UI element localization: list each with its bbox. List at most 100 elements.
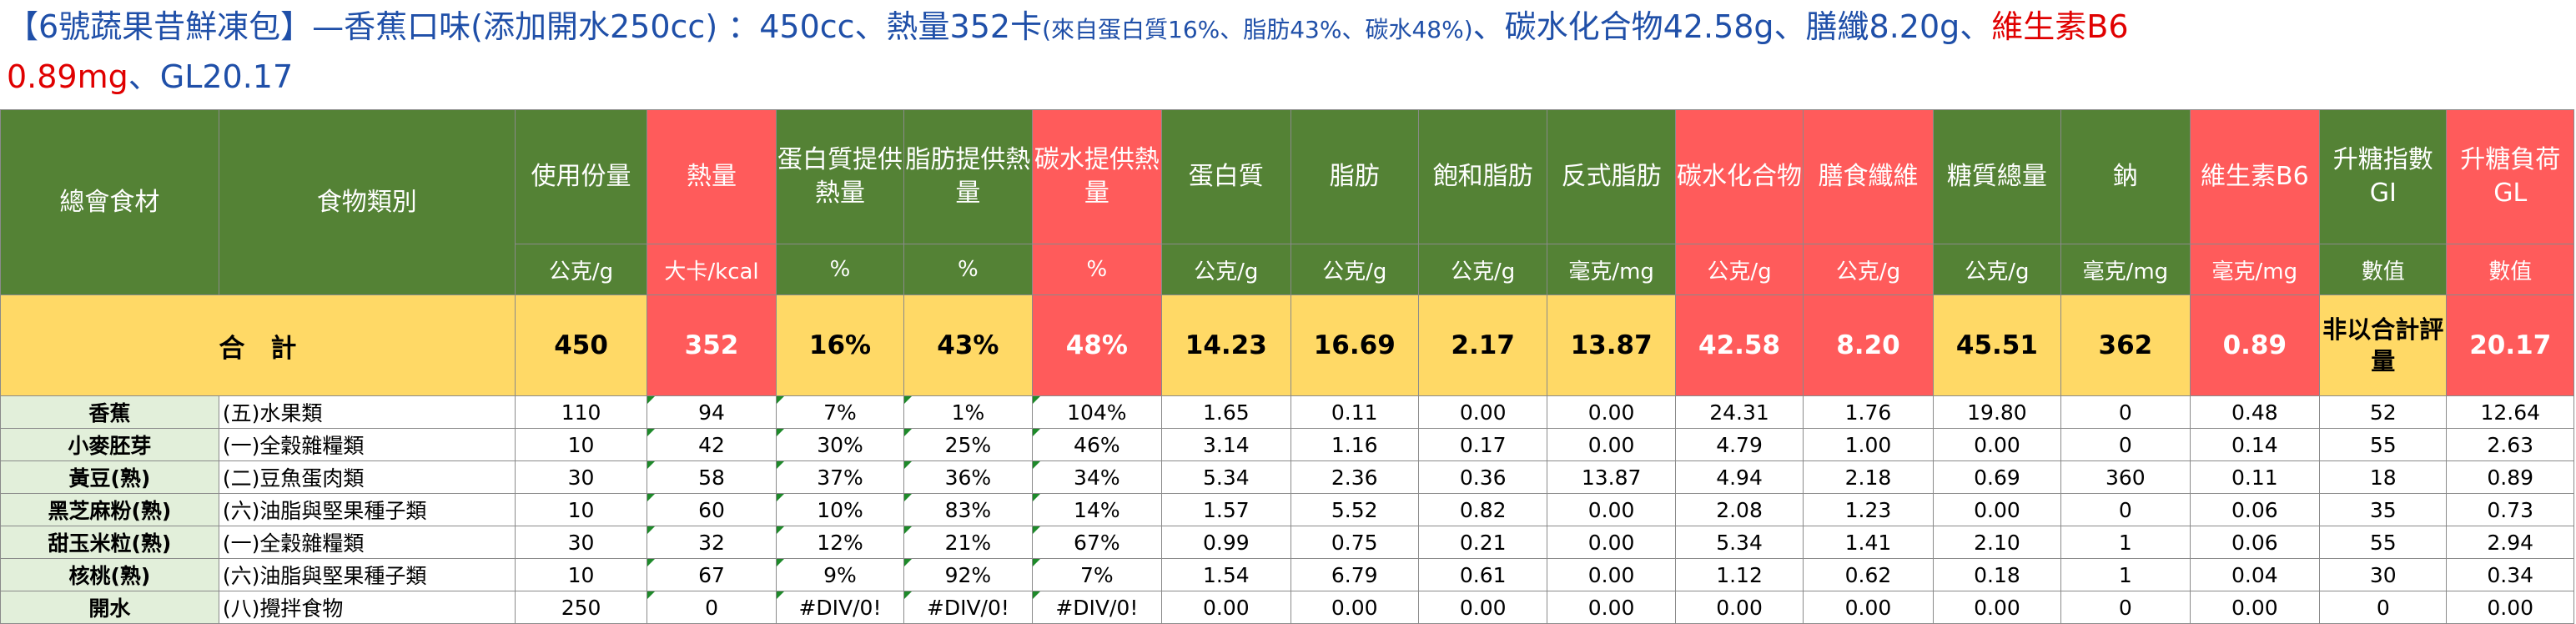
unit-cell: 公克/g (1674, 244, 1804, 295)
data-cell: 9% (775, 558, 905, 591)
data-cell: 0.18 (1932, 558, 2062, 591)
unit-cell: 公克/g (1290, 244, 1419, 295)
data-cell: #DIV/0! (775, 591, 905, 624)
data-cell: 34% (1031, 460, 1163, 494)
data-cell: 0 (647, 591, 777, 624)
title-tail: 、碳水化合物42.58g、膳纖8.20g、 (1472, 8, 1992, 45)
data-cell: 0.00 (1803, 591, 1934, 624)
data-cell: 32 (647, 526, 777, 559)
data-cell: #DIV/0! (1031, 591, 1163, 624)
data-cell: 0.00 (1161, 591, 1291, 624)
data-cell: 14% (1031, 493, 1163, 526)
title-highlight-value: 0.89mg (7, 58, 128, 95)
data-cell: 0.00 (2189, 591, 2321, 624)
data-cell: 4.79 (1674, 428, 1804, 461)
data-cell: 3.14 (1161, 428, 1291, 461)
total-cell: 20.17 (2446, 294, 2574, 396)
data-cell: 0.14 (2189, 428, 2321, 461)
table-row: 黃豆(熟) (二)豆魚蛋肉類 30 58 37% 36% 34% 5.34 2.36 0.36 13… (0, 460, 2574, 494)
data-cell: 2.63 (2446, 428, 2574, 461)
data-cell: 1.41 (1803, 526, 1934, 559)
title-highlight: 維生素B6 (1991, 8, 2129, 45)
data-cell: 30 (514, 526, 648, 559)
data-cell: 10% (775, 493, 905, 526)
total-row: 合 計 450 352 16% 43% 48% 14.23 16.69 2.17 13.87 42.… (0, 294, 2574, 396)
food-name: 黃豆(熟) (0, 460, 219, 494)
data-cell: 0.17 (1417, 428, 1548, 461)
data-cell: 36% (903, 460, 1033, 494)
column-header: 鈉 (2060, 109, 2191, 244)
unit-cell: 毫克/mg (2189, 244, 2321, 295)
column-header: 食物類別 (218, 109, 516, 295)
data-cell: 37% (775, 460, 905, 494)
table-row: 小麥胚芽 (一)全穀雜糧類 10 42 30% 25% 46% 3.14 1.16 0.17 0.0… (0, 428, 2574, 461)
column-header: 蛋白質 (1161, 109, 1291, 244)
total-cell: 16% (775, 294, 905, 396)
data-cell: 35 (2319, 493, 2448, 526)
food-name: 核桃(熟) (0, 558, 219, 591)
data-cell: 0.62 (1803, 558, 1934, 591)
data-cell: 25% (903, 428, 1033, 461)
total-cell: 16.69 (1290, 294, 1419, 396)
data-cell: 19.80 (1932, 395, 2062, 429)
data-cell: 1 (2060, 526, 2191, 559)
column-header: 升糖指數GI (2319, 109, 2448, 244)
data-cell: 0.04 (2189, 558, 2321, 591)
table-row: 甜玉米粒(熟) (一)全穀雜糧類 30 32 12% 21% 67% 0.99 0.75 0.21… (0, 526, 2574, 559)
table-row: 開水 (八)攪拌食物 250 0 #DIV/0! #DIV/0! #DIV/0! 0.00 0.… (0, 591, 2574, 624)
unit-cell: 數值 (2319, 244, 2448, 295)
unit-cell: 數值 (2446, 244, 2574, 295)
food-category: (二)豆魚蛋肉類 (218, 460, 516, 494)
unit-cell: 公克/g (1803, 244, 1934, 295)
data-cell: 0.99 (1161, 526, 1291, 559)
data-cell: 5.52 (1290, 493, 1419, 526)
data-cell: 6.79 (1290, 558, 1419, 591)
data-cell: 0 (2060, 428, 2191, 461)
data-cell: 360 (2060, 460, 2191, 494)
data-cell: 0.34 (2446, 558, 2574, 591)
data-cell: 12% (775, 526, 905, 559)
unit-cell: 大卡/kcal (647, 244, 777, 295)
data-cell: 12.64 (2446, 395, 2574, 429)
unit-cell: % (1031, 244, 1163, 295)
data-cell: 0.00 (1932, 428, 2062, 461)
data-cell: 13.87 (1547, 460, 1676, 494)
data-cell: 2.36 (1290, 460, 1419, 494)
data-cell: 30 (2319, 558, 2448, 591)
data-cell: 1.23 (1803, 493, 1934, 526)
data-cell: 0.00 (1290, 591, 1419, 624)
data-cell: 1.54 (1161, 558, 1291, 591)
data-cell: 0.00 (1547, 493, 1676, 526)
data-cell: 18 (2319, 460, 2448, 494)
data-cell: 55 (2319, 526, 2448, 559)
data-cell: 110 (514, 395, 648, 429)
title-line-2: 0.89mg、GL20.17 (7, 55, 293, 98)
data-cell: 10 (514, 493, 648, 526)
column-header: 碳水提供熱量 (1031, 109, 1163, 244)
data-cell: 2.08 (1674, 493, 1804, 526)
data-cell: 0 (2060, 395, 2191, 429)
data-cell: 0.82 (1417, 493, 1548, 526)
total-cell: 0.89 (2189, 294, 2321, 396)
data-cell: 0.36 (1417, 460, 1548, 494)
column-header: 碳水化合物 (1674, 109, 1804, 244)
data-cell: 55 (2319, 428, 2448, 461)
data-cell: 0.00 (1547, 395, 1676, 429)
data-cell: 0.89 (2446, 460, 2574, 494)
data-cell: 5.34 (1674, 526, 1804, 559)
title-gl: 、GL20.17 (128, 58, 294, 95)
column-header: 維生素B6 (2189, 109, 2321, 244)
unit-cell: % (903, 244, 1033, 295)
data-cell: 0.00 (1674, 591, 1804, 624)
data-cell: 2.94 (2446, 526, 2574, 559)
data-cell: 1.57 (1161, 493, 1291, 526)
unit-row: 公克/g 大卡/kcal%%% 公克/g 公克/g 公克/g 毫克/mg 公克/g 公克/g 公… (1, 244, 2574, 295)
data-cell: 0.00 (1547, 428, 1676, 461)
data-cell: 4.94 (1674, 460, 1804, 494)
unit-cell: 公克/g (1932, 244, 2062, 295)
data-cell: 1 (2060, 558, 2191, 591)
food-category: (六)油脂與堅果種子類 (218, 558, 516, 591)
data-cell: 24.31 (1674, 395, 1804, 429)
data-cell: 7% (1031, 558, 1163, 591)
food-name: 開水 (0, 591, 219, 624)
